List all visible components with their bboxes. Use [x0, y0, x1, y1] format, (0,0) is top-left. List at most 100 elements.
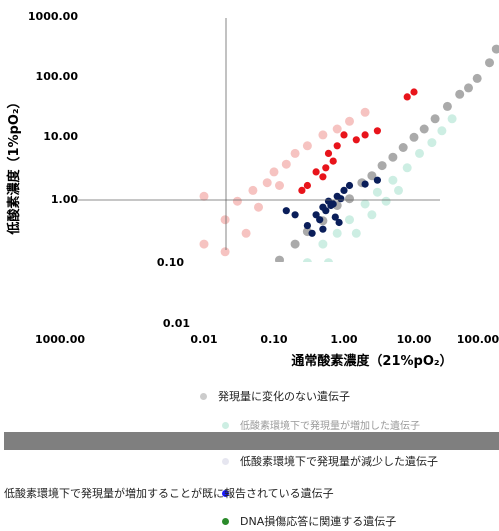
data-point [367, 210, 377, 220]
data-point [340, 131, 348, 139]
data-point [254, 202, 263, 212]
data-point [290, 239, 300, 249]
x-tick-label: 1.00 [330, 333, 357, 346]
data-point [415, 148, 424, 158]
data-point [290, 148, 300, 158]
legend-label: DNA損傷応答に関連する遺伝子 [240, 515, 397, 528]
data-point [241, 228, 251, 238]
data-point [410, 88, 418, 96]
data-point [327, 201, 335, 210]
legend-label: 低酸素環境下で発現量が減少した遺伝子 [240, 455, 438, 468]
data-point [472, 73, 482, 83]
data-point [372, 187, 382, 197]
data-point [388, 175, 398, 185]
data-point [319, 225, 327, 233]
data-point [388, 152, 398, 162]
x-axis-label: 通常酸素濃度（21%pO₂） [291, 353, 452, 369]
data-point [282, 207, 290, 215]
data-point [345, 181, 354, 190]
y-tick-label: 10.00 [43, 130, 78, 143]
legend-marker [222, 422, 229, 429]
data-point [318, 130, 328, 140]
legend-marker [200, 393, 207, 400]
legend-label: 発現量に変化のない遺伝子 [218, 390, 350, 403]
y-tick-label: 100.00 [36, 70, 79, 83]
data-point [220, 215, 230, 225]
data-point [455, 89, 465, 99]
data-point [322, 207, 330, 215]
data-point [491, 44, 499, 54]
data-point [427, 138, 437, 148]
data-point [403, 93, 411, 101]
legend-marker [222, 518, 229, 525]
data-point [232, 196, 242, 206]
x-tick-label: 100.00 [457, 333, 499, 346]
data-point [402, 163, 412, 173]
data-point [199, 239, 209, 249]
data-point [298, 186, 306, 194]
y-tick-label: 0.10 [157, 256, 184, 269]
data-point [303, 222, 311, 230]
data-point [281, 159, 291, 169]
data-point [381, 196, 391, 206]
data-point [308, 229, 316, 237]
data-point [322, 164, 330, 172]
data-point [312, 168, 320, 176]
data-point [351, 228, 361, 238]
x-tick-label: 0.01 [190, 333, 217, 346]
y-tick-label: 0.01 [163, 317, 190, 330]
data-point [269, 167, 279, 177]
data-point [220, 247, 230, 257]
data-point [340, 186, 348, 194]
legend-label: 低酸素環境下で発現量が増加した遺伝子 [240, 421, 420, 432]
data-point [345, 215, 354, 225]
data-point [398, 143, 408, 152]
data-point [394, 185, 403, 195]
data-point [360, 107, 370, 117]
data-point [329, 157, 337, 165]
legend-marker [222, 458, 229, 465]
data-point [360, 199, 370, 209]
data-point [361, 180, 369, 188]
data-point [331, 213, 339, 221]
legend-label: 低酸素環境下で発現量が増加することが既に報告されている遺伝子 [4, 487, 334, 500]
data-point [373, 127, 381, 135]
data-point [437, 126, 447, 136]
data-point [324, 149, 333, 157]
data-point [332, 228, 342, 238]
data-point [464, 83, 473, 93]
data-point [303, 181, 311, 190]
data-point [345, 116, 354, 126]
y-axis-label: 低酸素濃度（1%pO₂） [6, 95, 22, 235]
data-point [333, 142, 341, 150]
data-point [447, 114, 457, 124]
data-point [430, 114, 440, 124]
data-point [361, 131, 369, 139]
data-point [409, 132, 419, 142]
data-point [485, 58, 494, 68]
data-point [373, 176, 381, 184]
data-point [262, 178, 272, 188]
data-point [367, 171, 377, 181]
data-point [302, 141, 312, 151]
data-point [352, 136, 360, 144]
x-tick-label: 1000.00 [35, 333, 85, 346]
artifact-band-gray [4, 432, 499, 450]
x-tick-label: 0.10 [260, 333, 287, 346]
data-point [199, 191, 209, 201]
data-point [337, 195, 345, 203]
data-point [345, 194, 354, 204]
data-point [318, 239, 328, 249]
data-point [291, 211, 299, 219]
artifact-band-white [0, 262, 499, 324]
data-point [316, 216, 324, 224]
data-point [442, 101, 452, 111]
data-point [332, 124, 342, 134]
data-point [419, 124, 429, 134]
data-point [275, 181, 284, 190]
y-tick-label: 1000.00 [28, 10, 78, 23]
data-point [377, 161, 387, 171]
y-tick-label: 1.00 [51, 193, 78, 206]
legend-marker [222, 490, 229, 497]
